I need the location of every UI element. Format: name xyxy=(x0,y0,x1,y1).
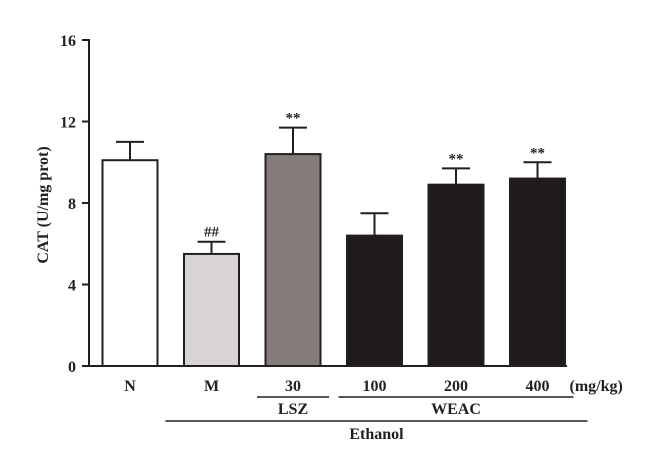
bars-layer: ## ** ** ** xyxy=(101,111,566,367)
bar-m xyxy=(183,252,240,367)
y-axis-title: CAT (U/mg prot) xyxy=(35,146,52,263)
y-tick-label: 12 xyxy=(60,115,76,132)
y-tick-label: 0 xyxy=(68,359,76,376)
x-tick-label: 30 xyxy=(285,378,301,395)
unit-label: (mg/kg) xyxy=(570,378,623,395)
y-tick-label: 4 xyxy=(68,278,76,295)
x-tick-label: M xyxy=(204,378,219,395)
group-label: WEAC xyxy=(431,401,481,418)
significance-label: ** xyxy=(530,145,545,161)
x-tick-label: 400 xyxy=(526,378,550,395)
significance-label: ## xyxy=(204,225,220,241)
y-tick-label: 16 xyxy=(60,33,76,50)
bar-400 xyxy=(509,177,566,367)
outer-group-label: Ethanol xyxy=(349,426,404,443)
x-tick-label: 100 xyxy=(363,378,387,395)
significance-label: ** xyxy=(449,151,464,167)
x-tick-label: 200 xyxy=(444,378,468,395)
significance-label: ** xyxy=(286,111,301,127)
group-brackets: LSZ WEAC Ethanol xyxy=(165,396,588,443)
x-axis: N M 30 100 200 400 (mg/kg) xyxy=(82,365,623,395)
bar-100 xyxy=(346,234,403,367)
bar-30 xyxy=(264,153,322,367)
y-tick-label: 8 xyxy=(68,196,76,213)
bar-n xyxy=(101,159,159,367)
bar-200 xyxy=(427,183,485,367)
y-axis: 0 4 8 12 16 xyxy=(60,33,90,376)
x-tick-label: N xyxy=(124,378,136,395)
group-label: LSZ xyxy=(278,401,308,418)
